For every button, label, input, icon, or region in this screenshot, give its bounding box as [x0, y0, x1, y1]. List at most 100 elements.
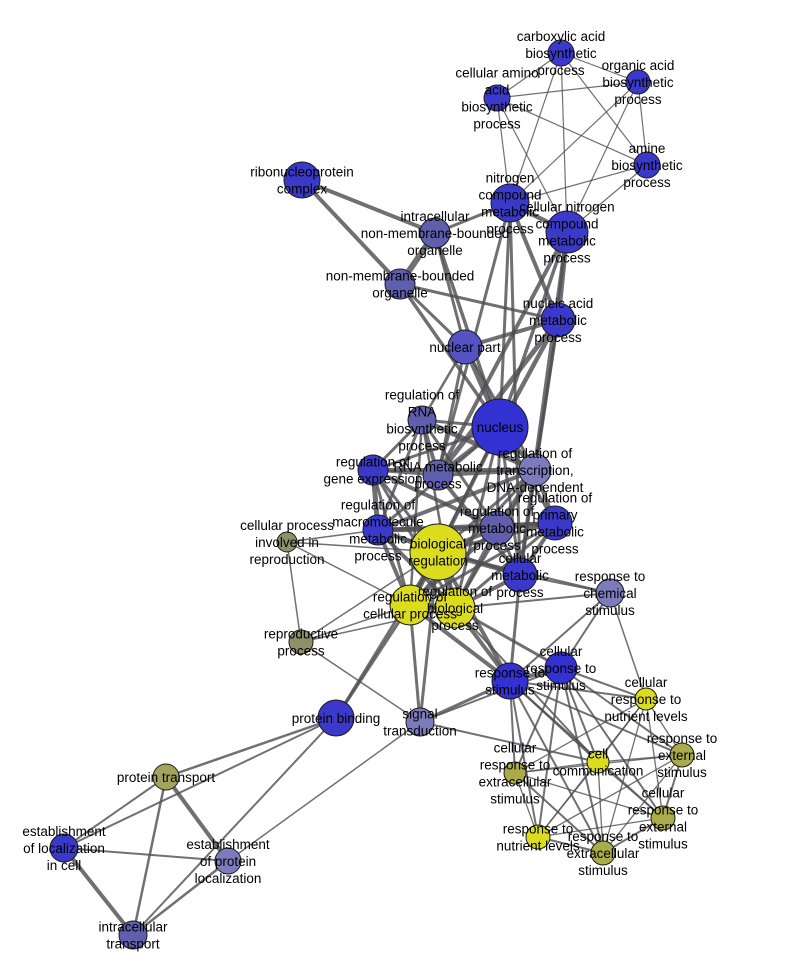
node-n26[interactable]: response to chemical stimulus [595, 578, 625, 608]
edge-n38-n41 [131, 775, 168, 937]
node-label-n15: RNA metabolic process [393, 460, 483, 492]
node-n4[interactable]: amine biosynthetic process [633, 151, 661, 179]
edge-n28-n31 [560, 667, 599, 763]
edge-n1-n4 [560, 52, 648, 166]
node-label-n37: signal transduction [383, 707, 457, 739]
node-n41[interactable]: intracellular transport [118, 920, 148, 950]
node-n23[interactable]: regulation of biological process [434, 587, 476, 629]
node-n28[interactable]: cellular response to stimulus [544, 651, 578, 685]
node-n37[interactable]: signal transduction [405, 707, 435, 737]
edges-layer [62, 52, 683, 937]
node-label-n36: protein binding [292, 711, 381, 726]
node-label-n30: response to external stimulus [647, 731, 718, 780]
node-label-n25: reproductive process [264, 627, 338, 659]
node-n27[interactable]: response to stimulus [491, 662, 529, 700]
edge-n22-n27 [408, 603, 512, 683]
node-label-n33: cellular response to external stimulus [628, 786, 699, 852]
edge-n1-n5 [509, 52, 562, 204]
node-label-n29: cellular response to nutrient levels [604, 675, 688, 724]
node-n5[interactable]: nitrogen compound metabolic process [490, 183, 530, 223]
node-label-n31: cell communication [553, 747, 644, 779]
edge-n5-n21 [508, 201, 522, 577]
node-label-n38: protein transport [117, 770, 216, 785]
node-n22[interactable]: regulation of cellular process [389, 584, 431, 626]
node-label-n10: nucleic acid metabolic process [523, 296, 594, 345]
edge-n5-n10 [508, 201, 560, 322]
node-n1[interactable]: carboxylic acid biosynthetic process [547, 39, 575, 67]
node-n14[interactable]: regulation of gene expression [357, 454, 389, 486]
edge-n33-n34 [537, 817, 664, 838]
edge-n25-n37 [300, 641, 421, 723]
edge-n23-n26 [454, 592, 611, 609]
node-n7[interactable]: ribonucleoprotein complex [283, 161, 321, 199]
node-n3[interactable]: organic acid biosynthetic process [625, 69, 651, 95]
node-n40[interactable]: establishment of protein localization [214, 847, 242, 875]
node-label-n22: regulation of cellular process [363, 590, 457, 622]
node-n13[interactable]: regulation of RNA biosynthetic process [407, 405, 437, 435]
node-n8[interactable]: intracellular non-membrane-bounded organ… [419, 217, 451, 249]
edge-n23-n25 [300, 607, 456, 643]
edge-n27-n33 [509, 680, 664, 819]
node-n11[interactable]: nuclear part [447, 329, 483, 365]
node-label-n4: amine biosynthetic process [611, 141, 683, 190]
node-n38[interactable]: protein transport [152, 763, 180, 791]
node-label-n32: cellular response to extracellular stimulus [479, 741, 552, 807]
edge-n24-n25 [286, 541, 302, 643]
node-label-n6: cellular nitrogen compound metabolic proces… [519, 200, 614, 266]
node-label-n12: nucleus [477, 420, 524, 435]
edge-n32-n35 [514, 772, 604, 854]
edge-n11-n15 [436, 345, 467, 477]
node-n20[interactable]: biological regulation [409, 523, 467, 581]
node-n34[interactable]: response to nutrient levels [525, 824, 551, 850]
edge-n10-n15 [435, 317, 561, 478]
node-label-n24: cellular process involved in reproduction [240, 518, 334, 567]
edge-n4-n5 [509, 164, 648, 204]
edge-n26-n27 [509, 592, 611, 682]
node-label-n23: regulation of biological process [418, 584, 493, 633]
edge-n10-n21 [518, 318, 560, 577]
node-n24[interactable]: cellular process involved in reproductio… [276, 531, 298, 553]
edge-n38-n39 [63, 776, 167, 849]
node-n25[interactable]: reproductive process [288, 629, 314, 655]
node-n35[interactable]: response to extracellular stimulus [590, 840, 616, 866]
node-n17[interactable]: regulation of metabolic process [479, 510, 515, 546]
edge-n28-n30 [560, 667, 683, 756]
edge-n7-n9 [300, 178, 402, 286]
node-n10[interactable]: nucleic acid metabolic process [540, 302, 576, 338]
node-label-n34: response to nutrient levels [496, 822, 580, 854]
node-n19[interactable]: regulation of macromolecule metabolic pr… [362, 514, 394, 546]
edge-n1-n3 [560, 52, 639, 83]
node-n30[interactable]: response to external stimulus [669, 742, 695, 768]
edge-n26-n29 [609, 592, 647, 700]
edge-n31-n33 [597, 761, 664, 819]
node-n21[interactable]: cellular metabolic process [502, 557, 538, 593]
edge-n18-n19 [376, 521, 557, 532]
node-n9[interactable]: non-membrane-bounded organelle [384, 268, 416, 300]
node-n15[interactable]: RNA metabolic process [422, 459, 454, 491]
node-label-n17: regulation of metabolic process [460, 504, 535, 553]
node-label-n16: regulation of transcription, DNA-dependent [487, 446, 584, 495]
node-n39[interactable]: establishment of localization in cell [49, 833, 79, 863]
node-n6[interactable]: cellular nitrogen compound metabolic pro… [545, 210, 589, 254]
edge-n2-n3 [496, 81, 639, 99]
node-n32[interactable]: cellular response to extracellular stimu… [503, 761, 527, 785]
edge-n13-n22 [408, 418, 424, 607]
edge-n3-n6 [566, 81, 639, 233]
node-n12[interactable]: nucleus [471, 398, 529, 456]
node-n16[interactable]: regulation of transcription, DNA-depende… [518, 453, 552, 487]
node-n36[interactable]: protein binding [317, 699, 355, 737]
edge-n40-n37 [227, 721, 421, 862]
edge-n32-n33 [514, 772, 664, 819]
edge-n27-n29 [509, 680, 647, 700]
node-label-n27: response to stimulus [475, 666, 546, 698]
node-n33[interactable]: cellular response to external stimulus [650, 805, 676, 831]
edge-n18-n23 [453, 521, 557, 610]
node-label-n18: regulation of primary metabolic process [518, 491, 593, 557]
node-label-n11: nuclear part [429, 340, 501, 355]
node-n18[interactable]: regulation of primary metabolic process [537, 505, 573, 541]
node-n29[interactable]: cellular response to nutrient levels [634, 687, 658, 711]
node-n2[interactable]: cellular amino acid biosynthetic process [483, 84, 511, 112]
node-n31[interactable]: cell communication [586, 750, 610, 774]
